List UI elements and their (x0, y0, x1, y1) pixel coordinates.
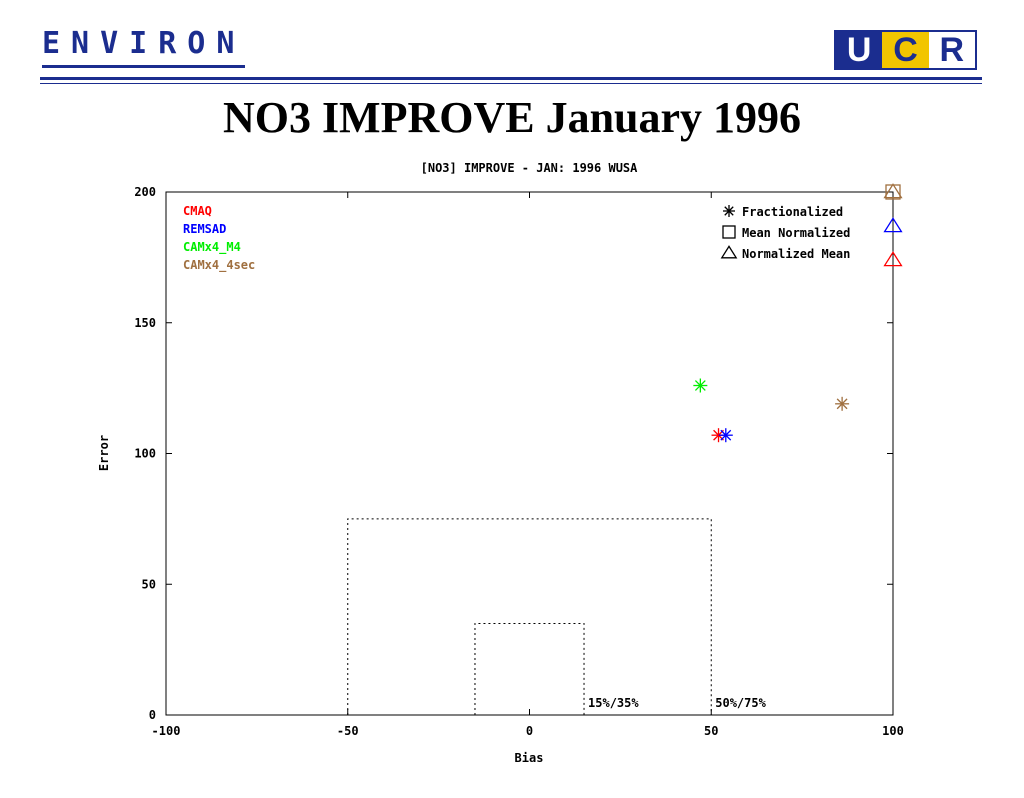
goal-box-label: 15%/35% (588, 696, 639, 710)
axes: -100 -50 0 50 100 0 50 100 150 200 (134, 185, 904, 738)
x-tick-label: -50 (337, 724, 359, 738)
series-legend-label: CAMx4_M4 (183, 240, 241, 255)
x-tick-label: 50 (704, 724, 718, 738)
ucr-logo-r: R (928, 31, 975, 69)
y-tick-label: 200 (134, 185, 156, 199)
data-point (835, 396, 850, 411)
environ-logo: ENVIRON (42, 26, 246, 68)
data-point (883, 183, 903, 199)
data-point (883, 251, 903, 267)
data-point (693, 378, 708, 393)
x-tick-label: -100 (152, 724, 181, 738)
series-legend-label: CMAQ (183, 204, 212, 218)
goal-box (347, 518, 712, 715)
chart-title: [NO3] IMPROVE - JAN: 1996 WUSA (421, 161, 639, 175)
data-point (883, 217, 903, 233)
marker-legend-symbol (722, 225, 736, 239)
x-tick-label: 100 (882, 724, 904, 738)
series-legend-label: CAMx4_4sec (183, 258, 255, 273)
y-axis-label: Error (97, 435, 111, 471)
y-tick-label: 100 (134, 447, 156, 461)
x-axis-label: Bias (515, 751, 544, 765)
marker-legend-label: Fractionalized (742, 205, 843, 219)
data-points (693, 183, 903, 443)
marker-legend: Fractionalized Mean Normalized Normalized … (720, 205, 850, 261)
ucr-logo: U C R (834, 30, 977, 70)
y-tick-label: 150 (134, 316, 156, 330)
marker-legend-label: Mean Normalized (742, 226, 850, 240)
marker-legend-symbol (723, 205, 735, 217)
goal-boxes: 15%/35% 50%/75% (347, 518, 767, 715)
x-tick-label: 0 (526, 724, 533, 738)
marker-legend-symbol (720, 245, 738, 259)
goal-box (474, 622, 585, 715)
plot-frame (165, 191, 894, 716)
page-title: NO3 IMPROVE January 1996 (222, 93, 802, 142)
header-divider (40, 77, 982, 80)
data-point (718, 428, 733, 443)
ucr-logo-c: C (882, 31, 929, 69)
y-tick-label: 50 (142, 577, 156, 591)
ucr-logo-u: U (836, 31, 883, 69)
series-legend-label: REMSAD (183, 222, 226, 236)
marker-legend-label: Normalized Mean (742, 247, 850, 261)
y-tick-label: 0 (149, 708, 156, 722)
series-legend: CMAQ REMSAD CAMx4_M4 CAMx4_4sec (183, 204, 255, 273)
header-divider-thin (40, 83, 982, 84)
goal-box-label: 50%/75% (715, 696, 766, 710)
